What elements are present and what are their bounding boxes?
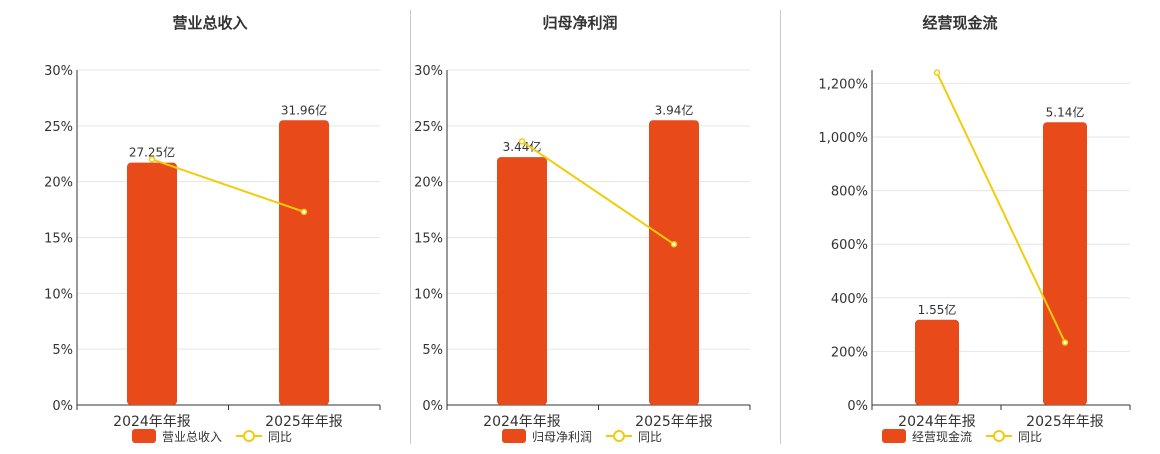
y-tick-label: 200% bbox=[831, 345, 868, 360]
line-point bbox=[300, 208, 308, 216]
bar bbox=[127, 162, 177, 405]
y-tick-label: 1,200% bbox=[818, 77, 868, 92]
series-line bbox=[936, 72, 1066, 343]
panel-divider bbox=[780, 10, 781, 444]
legend-line-label: 同比 bbox=[1018, 430, 1042, 444]
y-tick-label: 5% bbox=[52, 343, 73, 358]
x-tick-label: 2024年年报 bbox=[898, 414, 976, 430]
legend-bar-label: 营业总收入 bbox=[162, 430, 222, 444]
y-tick-label: 0% bbox=[52, 399, 73, 414]
series-line bbox=[521, 140, 675, 246]
y-tick-label: 25% bbox=[44, 120, 73, 135]
series-line bbox=[151, 158, 305, 213]
line-point bbox=[933, 69, 941, 76]
chart-title: 营业总收入 bbox=[172, 14, 247, 32]
x-tick-label: 2025年年报 bbox=[265, 414, 343, 430]
legend-bar-swatch bbox=[882, 429, 906, 443]
y-tick-label: 30% bbox=[44, 64, 73, 79]
legend-bar-label: 经营现金流 bbox=[912, 429, 972, 444]
x-tick-label: 2025年年报 bbox=[1026, 414, 1104, 430]
bar bbox=[649, 120, 699, 405]
line-point bbox=[148, 156, 156, 163]
y-tick-label: 15% bbox=[44, 232, 73, 247]
legend-bar-label: 归母净利润 bbox=[532, 430, 592, 444]
legend-bar-swatch bbox=[132, 429, 156, 443]
chart-title: 经营现金流 bbox=[922, 14, 997, 32]
line-point bbox=[518, 138, 526, 145]
y-tick-label: 800% bbox=[831, 185, 868, 200]
bar bbox=[279, 120, 329, 405]
bar bbox=[915, 319, 959, 405]
y-tick-label: 10% bbox=[414, 287, 443, 302]
y-tick-label: 400% bbox=[831, 292, 868, 307]
y-tick-label: 600% bbox=[831, 238, 868, 253]
data-label: 3.94亿 bbox=[655, 102, 694, 117]
y-tick-label: 0% bbox=[847, 399, 868, 414]
y-tick-label: 1,000% bbox=[818, 131, 868, 146]
chart-title: 归母净利润 bbox=[542, 14, 617, 32]
legend-line-marker bbox=[243, 430, 255, 442]
y-tick-label: 20% bbox=[414, 176, 443, 191]
data-label: 1.55亿 bbox=[918, 302, 957, 317]
legend-line-marker bbox=[613, 430, 625, 442]
y-tick-label: 5% bbox=[422, 343, 443, 358]
line-point bbox=[670, 240, 678, 248]
y-tick-label: 30% bbox=[414, 64, 443, 79]
x-tick-label: 2024年年报 bbox=[113, 414, 191, 430]
legend-line-label: 同比 bbox=[268, 430, 292, 444]
bar bbox=[1043, 122, 1087, 405]
y-tick-label: 15% bbox=[414, 232, 443, 247]
data-label: 27.25亿 bbox=[129, 145, 175, 160]
panel-divider bbox=[410, 10, 411, 444]
legend-line-label: 同比 bbox=[638, 430, 662, 444]
y-tick-label: 20% bbox=[44, 176, 73, 191]
legend-line-marker bbox=[993, 430, 1005, 442]
x-tick-label: 2024年年报 bbox=[483, 414, 561, 430]
x-tick-label: 2025年年报 bbox=[635, 414, 713, 430]
y-tick-label: 0% bbox=[422, 399, 443, 414]
data-label: 5.14亿 bbox=[1046, 104, 1085, 119]
y-tick-label: 10% bbox=[44, 287, 73, 302]
line-point bbox=[1061, 339, 1069, 346]
y-tick-label: 25% bbox=[414, 120, 443, 135]
data-label: 3.44亿 bbox=[503, 139, 542, 154]
data-label: 31.96亿 bbox=[281, 102, 327, 117]
legend-bar-swatch bbox=[502, 429, 526, 443]
bar bbox=[497, 157, 547, 405]
